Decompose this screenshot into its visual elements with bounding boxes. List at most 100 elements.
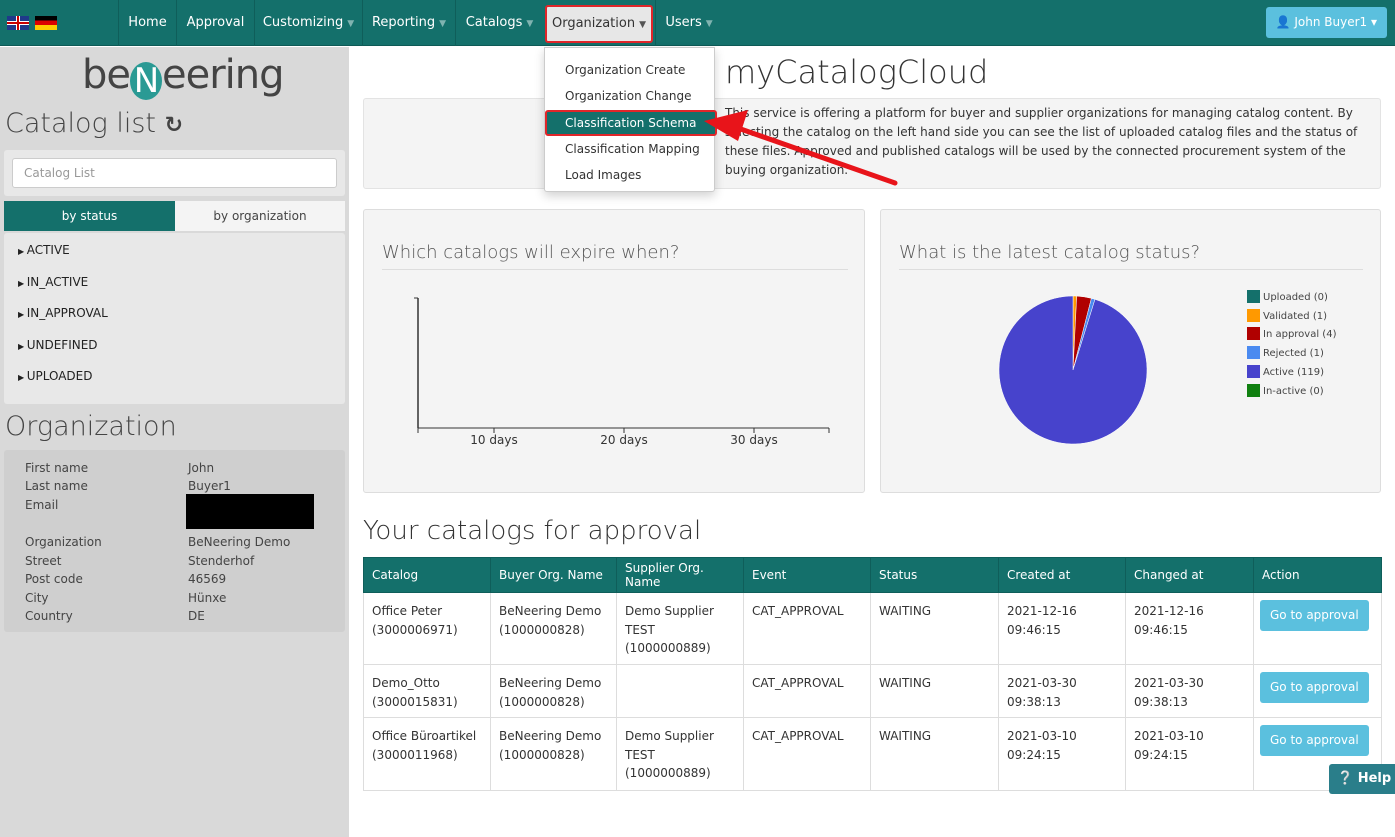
status-item-in_active[interactable]: ▶ IN_ACTIVE bbox=[18, 275, 88, 289]
nav-label: Users bbox=[665, 15, 702, 30]
nav-users[interactable]: Users ▼ bbox=[655, 0, 722, 46]
go-to-approval-button[interactable]: Go to approval bbox=[1260, 672, 1369, 703]
tab-by-organization[interactable]: by organization bbox=[175, 201, 345, 231]
table-cell: Demo Supplier TEST (1000000889) bbox=[616, 592, 744, 665]
caret-down-icon: ▼ bbox=[639, 20, 647, 30]
caret-down-icon: ▼ bbox=[705, 19, 713, 29]
org-field-value: Stenderhof bbox=[188, 554, 255, 568]
tab-by-status[interactable]: by status bbox=[4, 201, 175, 231]
caret-right-icon: ▶ bbox=[18, 278, 27, 288]
legend-item: Uploaded (0) bbox=[1247, 290, 1328, 303]
cell-text: Demo_Otto (3000015831) bbox=[372, 676, 458, 709]
table-cell: CAT_APPROVAL bbox=[743, 717, 871, 791]
caret-down-icon: ▼ bbox=[347, 19, 355, 29]
user-menu-button[interactable]: 👤 John Buyer1 ▾ bbox=[1265, 7, 1387, 38]
table-cell: Go to approval bbox=[1253, 664, 1382, 718]
go-to-approval-button[interactable]: Go to approval bbox=[1260, 600, 1369, 631]
cell-text: 2021-03-30 09:38:13 bbox=[1007, 676, 1077, 709]
top-navbar: Home Approval Customizing ▼ Reporting ▼ Catalo… bbox=[0, 0, 1395, 46]
status-item-uploaded[interactable]: ▶ UPLOADED bbox=[18, 369, 93, 383]
help-button[interactable]: ❔ Help bbox=[1329, 764, 1395, 794]
table-cell: Go to approval bbox=[1253, 717, 1382, 791]
nav-reporting[interactable]: Reporting ▼ bbox=[362, 0, 455, 46]
cell-text: Office Büroartikel (3000011968) bbox=[372, 729, 477, 762]
nav-catalogs[interactable]: Catalogs ▼ bbox=[455, 0, 543, 46]
cell-text: CAT_APPROVAL bbox=[752, 676, 844, 690]
status-label: ACTIVE bbox=[26, 243, 70, 257]
org-field-label: Post code bbox=[25, 572, 83, 586]
nav-customizing[interactable]: Customizing ▼ bbox=[254, 0, 362, 46]
table-cell: WAITING bbox=[870, 592, 999, 665]
catalog-search-input[interactable]: Catalog List bbox=[12, 158, 337, 188]
column-header-catalog: Catalog bbox=[363, 557, 491, 593]
caret-right-icon: ▶ bbox=[18, 373, 27, 382]
menu-item-classification-mapping[interactable]: Classification Mapping bbox=[565, 141, 700, 156]
column-header-buyer-org-name: Buyer Org. Name bbox=[490, 557, 617, 593]
beneering-logo[interactable]: be Neering bbox=[82, 52, 285, 101]
status-item-active[interactable]: ▶ ACTIVE bbox=[18, 243, 70, 257]
menu-item-organization-create[interactable]: Organization Create bbox=[565, 63, 686, 77]
user-icon: 👤 bbox=[1275, 15, 1291, 29]
org-field-label: Organization bbox=[25, 535, 102, 549]
nav-organization[interactable]: Organization ▼ bbox=[545, 5, 653, 43]
cell-text: 2021-03-30 09:38:13 bbox=[1134, 676, 1204, 709]
x-tick-label: 10 days bbox=[470, 433, 517, 447]
cell-text: 2021-03-10 09:24:15 bbox=[1007, 729, 1077, 762]
org-field-label: Country bbox=[25, 609, 73, 623]
organization-details bbox=[4, 450, 345, 632]
caret-right-icon: ▶ bbox=[18, 247, 27, 256]
legend-label: Active (119) bbox=[1263, 366, 1325, 378]
status-tree: ▶ ACTIVE ▶ IN_ACTIVE ▶ IN_APPROVAL ▶ UNDEFI… bbox=[4, 233, 345, 404]
menu-item-load-images[interactable]: Load Images bbox=[565, 168, 642, 183]
catalog-list-heading: Catalog list ↻ bbox=[5, 108, 184, 139]
legend-swatch bbox=[1247, 290, 1260, 303]
column-header-status: Status bbox=[870, 557, 999, 593]
menu-item-classification-schema[interactable]: Classification Schema bbox=[545, 109, 717, 136]
pie-slice-active bbox=[998, 295, 1148, 445]
nav-approval[interactable]: Approval bbox=[176, 0, 254, 46]
approval-table: Catalog Buyer Org. Name Supplier Org. Name… bbox=[363, 557, 1382, 791]
german-flag-icon[interactable] bbox=[35, 16, 57, 30]
caret-down-icon: ▼ bbox=[439, 19, 447, 29]
table-cell: 2021-03-30 09:38:13 bbox=[998, 664, 1126, 718]
x-tick-label: 30 days bbox=[730, 433, 777, 447]
cell-text: 2021-03-10 09:24:15 bbox=[1134, 729, 1204, 762]
status-item-undefined[interactable]: ▶ UNDEFINED bbox=[18, 338, 98, 352]
cell-text: BeNeering Demo (1000000828) bbox=[499, 729, 602, 762]
column-header-created-at: Created at bbox=[998, 557, 1126, 593]
expiry-chart: 10 days 20 days 30 days bbox=[414, 297, 830, 447]
table-cell: 2021-12-16 09:46:15 bbox=[1125, 592, 1254, 665]
go-to-approval-button[interactable]: Go to approval bbox=[1260, 725, 1369, 756]
column-header-supplier-org-name: Supplier Org. Name bbox=[616, 557, 744, 593]
legend-swatch bbox=[1247, 364, 1260, 378]
cell-text: BeNeering Demo (1000000828) bbox=[499, 676, 602, 709]
org-field-value: DE bbox=[188, 609, 205, 623]
help-label: Help bbox=[1357, 771, 1392, 786]
legend-label: Validated (1) bbox=[1263, 310, 1327, 322]
page-title: myCatalogCloud bbox=[725, 53, 989, 91]
table-cell: WAITING bbox=[870, 717, 999, 791]
legend-swatch bbox=[1247, 308, 1260, 322]
org-field-label: Street bbox=[25, 554, 62, 568]
legend-swatch bbox=[1247, 383, 1260, 397]
cell-text: 2021-12-16 09:46:15 bbox=[1007, 604, 1077, 637]
caret-right-icon: ▶ bbox=[18, 310, 27, 319]
x-tick-label: 20 days bbox=[600, 433, 647, 447]
organization-dropdown-menu: Organization Create Organization Change Cl… bbox=[544, 47, 717, 192]
table-cell: WAITING bbox=[870, 664, 999, 718]
org-field-label: City bbox=[25, 591, 49, 605]
org-field-value: John bbox=[188, 461, 215, 475]
org-field-value: BeNeering Demo bbox=[188, 535, 291, 549]
org-field-label: Email bbox=[25, 498, 59, 512]
approval-section-title: Your catalogs for approval bbox=[363, 516, 702, 546]
user-name: John Buyer1 bbox=[1294, 15, 1368, 29]
table-cell: Demo_Otto (3000015831) bbox=[363, 664, 491, 718]
status-item-in_approval[interactable]: ▶ IN_APPROVAL bbox=[18, 306, 108, 320]
nav-home[interactable]: Home bbox=[118, 0, 176, 46]
org-field-label: First name bbox=[25, 461, 89, 475]
menu-item-organization-change[interactable]: Organization Change bbox=[565, 89, 692, 104]
status-label: UPLOADED bbox=[26, 369, 93, 383]
legend-label: In approval (4) bbox=[1263, 329, 1337, 341]
english-flag-icon[interactable] bbox=[7, 16, 29, 30]
refresh-icon[interactable]: ↻ bbox=[164, 113, 184, 138]
